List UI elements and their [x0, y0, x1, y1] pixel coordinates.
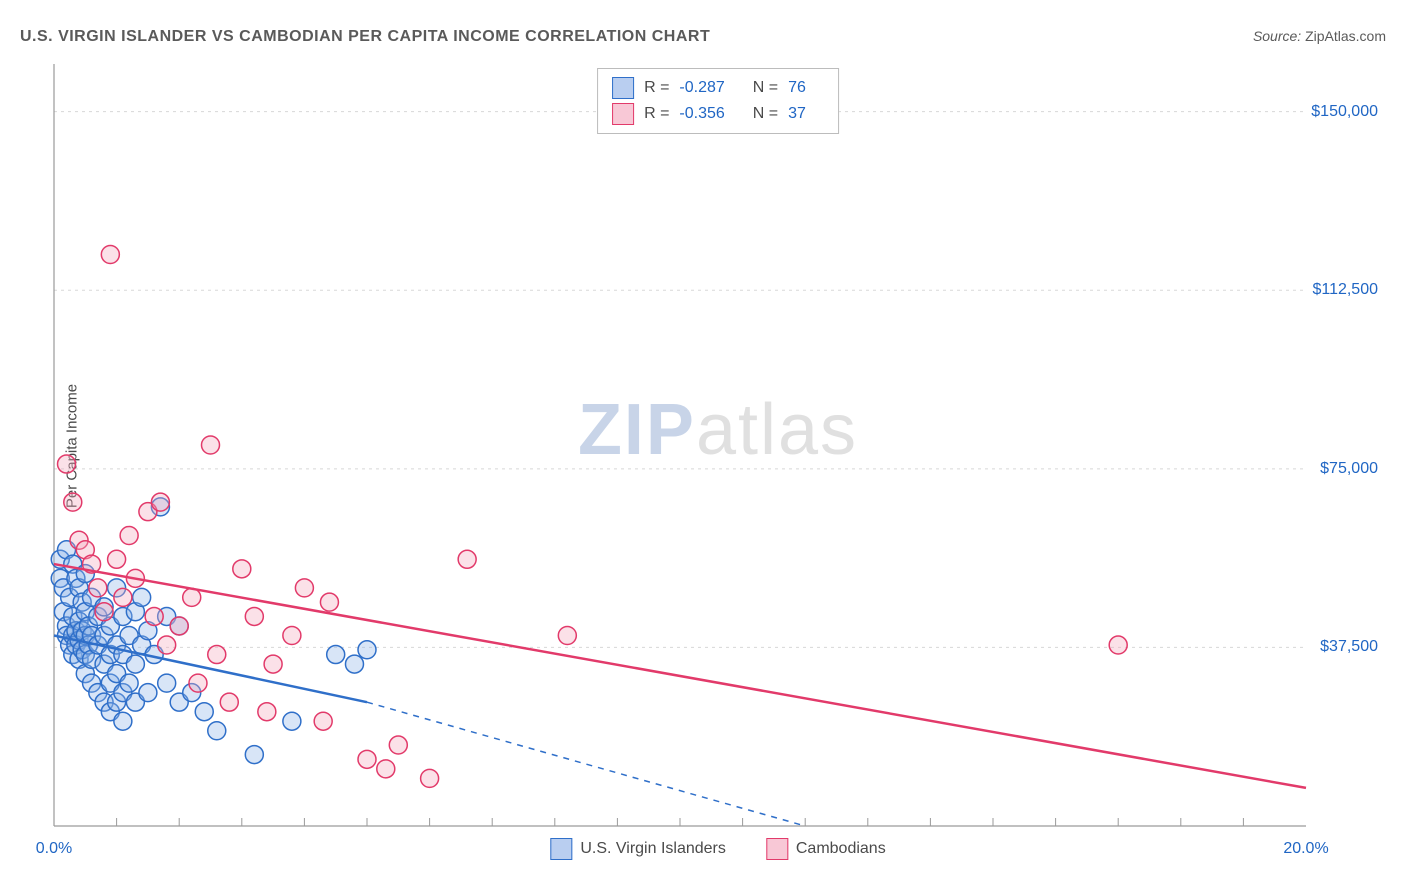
x-tick-label: 20.0%: [1283, 840, 1328, 858]
chart-title: U.S. VIRGIN ISLANDER VS CAMBODIAN PER CA…: [20, 28, 710, 46]
r-label: R =: [644, 79, 669, 97]
legend-row: R = -0.287 N = 76: [612, 75, 824, 101]
r-value: -0.287: [679, 79, 724, 97]
source-value: ZipAtlas.com: [1305, 28, 1386, 44]
legend-swatch-icon: [766, 838, 788, 860]
legend-item: Cambodians: [766, 838, 886, 860]
r-value: -0.356: [679, 105, 724, 123]
y-tick-label: $75,000: [1320, 460, 1378, 478]
source-attribution: Source: ZipAtlas.com: [1253, 28, 1386, 44]
legend-swatch-icon: [612, 103, 634, 125]
n-label: N =: [753, 105, 778, 123]
x-tick-label: 0.0%: [36, 840, 72, 858]
y-tick-label: $150,000: [1311, 103, 1378, 121]
y-tick-label: $37,500: [1320, 638, 1378, 656]
legend-row: R = -0.356 N = 37: [612, 101, 824, 127]
legend-label: U.S. Virgin Islanders: [580, 840, 726, 858]
source-label: Source:: [1253, 28, 1301, 44]
n-value: 37: [788, 105, 806, 123]
series-legend: U.S. Virgin Islanders Cambodians: [550, 838, 885, 860]
r-label: R =: [644, 105, 669, 123]
chart-svg: [50, 60, 1386, 830]
legend-swatch-icon: [612, 77, 634, 99]
legend-item: U.S. Virgin Islanders: [550, 838, 726, 860]
n-value: 76: [788, 79, 806, 97]
y-tick-label: $112,500: [1312, 281, 1378, 299]
correlation-legend: R = -0.287 N = 76 R = -0.356 N = 37: [597, 68, 839, 134]
plot-area: ZIPatlas R = -0.287 N = 76 R = -0.356 N …: [50, 60, 1386, 830]
n-label: N =: [753, 79, 778, 97]
legend-swatch-icon: [550, 838, 572, 860]
legend-label: Cambodians: [796, 840, 886, 858]
